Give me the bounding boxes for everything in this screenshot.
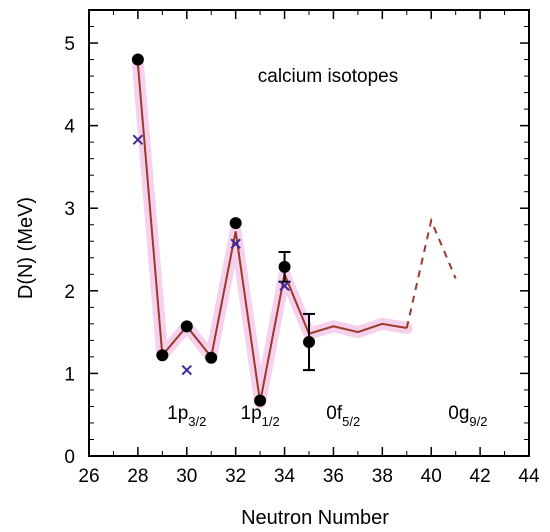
uncertainty-band [131, 57, 413, 409]
y-tick-label: 3 [64, 199, 75, 220]
orbital-label: 0g9/2 [448, 403, 487, 429]
y-tick-label: 0 [64, 447, 75, 468]
x-tick-label: 36 [323, 466, 344, 487]
cross-marker [181, 364, 192, 376]
x-tick-label: 38 [372, 466, 393, 487]
theory-line-dashed [405, 217, 457, 329]
x-tick-label: 34 [274, 466, 296, 487]
x-axis-title: Neutron Number [241, 507, 389, 529]
cross-marker [279, 280, 290, 292]
series-lines-layer [136, 63, 457, 403]
data-point [205, 351, 218, 364]
y-tick-label: 1 [64, 364, 75, 385]
data-point [180, 320, 193, 333]
y-tick-label: 4 [64, 117, 75, 138]
y-tick-label: 5 [64, 34, 75, 55]
cross-marker [132, 134, 144, 145]
labels-layer: calcium isotopes Neutron Number D(N) (Me… [15, 66, 487, 529]
data-point [278, 260, 291, 273]
x-tick-label: 26 [78, 466, 99, 487]
orbital-label: 1p1/2 [241, 403, 280, 429]
x-tick-label: 40 [421, 466, 442, 487]
x-tick-label: 30 [176, 466, 197, 487]
cross-marker [230, 238, 241, 249]
data-point [254, 394, 267, 407]
x-tick-label: 44 [518, 466, 540, 487]
chart-annotation: calcium isotopes [258, 66, 398, 87]
x-tick-label: 28 [127, 466, 148, 487]
y-tick-label: 2 [64, 282, 75, 303]
orbital-label: 0f5/2 [326, 403, 360, 429]
data-point [131, 53, 144, 66]
orbital-label: 1p3/2 [167, 403, 206, 429]
uncertainty-band-layer [131, 57, 413, 409]
x-tick-label: 32 [225, 466, 246, 487]
data-point [229, 217, 242, 230]
data-point [303, 336, 315, 349]
x-tick-label: 42 [470, 466, 491, 487]
y-axis-title: D(N) (MeV) [15, 197, 37, 299]
data-point [156, 349, 169, 362]
theory-line [136, 63, 407, 403]
markers-layer [131, 53, 315, 407]
